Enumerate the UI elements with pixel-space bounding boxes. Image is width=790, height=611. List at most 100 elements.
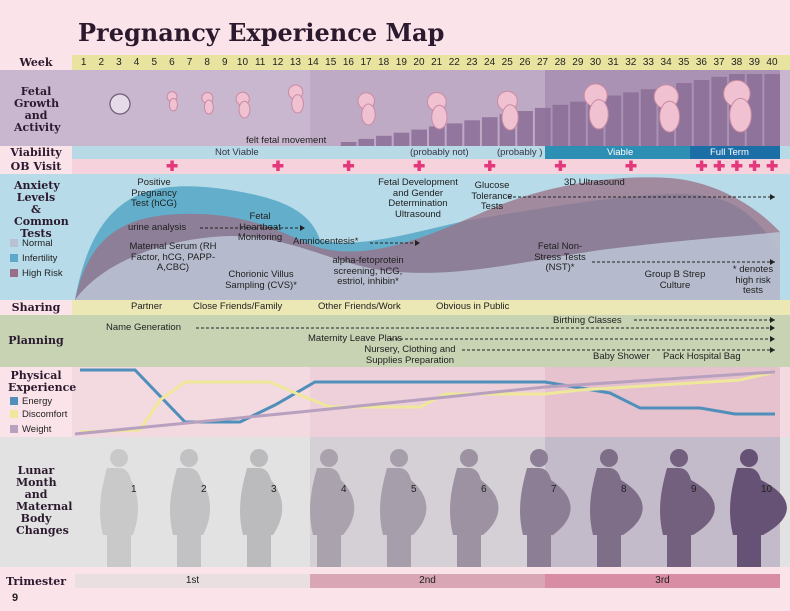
row-label-ob: OB Visit bbox=[10, 160, 62, 173]
ob-visit-cross-v bbox=[346, 160, 351, 171]
fetus-icon-body bbox=[168, 97, 178, 112]
page-number: 9 bbox=[12, 592, 19, 604]
legend-infertility-swatch bbox=[10, 254, 18, 263]
viability-viable: Viable bbox=[607, 147, 634, 158]
ob-visit-cross-v bbox=[699, 160, 704, 171]
body-silhouette-legs bbox=[737, 534, 761, 567]
row-label-sharing: Sharing bbox=[11, 301, 61, 314]
week-number: 34 bbox=[660, 57, 672, 68]
test-positive-pregnancy: Positive Pregnancy Test (hCG) bbox=[131, 177, 177, 209]
fetal-growth-bar bbox=[358, 138, 375, 146]
lunar-month-number: 6 bbox=[481, 484, 487, 495]
plan-pack-hospital-bag: Pack Hospital Bag bbox=[663, 351, 741, 362]
week-number: 29 bbox=[572, 57, 584, 68]
sharing-partner: Partner bbox=[131, 301, 163, 312]
body-silhouette bbox=[100, 468, 138, 535]
week-number: 5 bbox=[151, 57, 158, 68]
weight-line bbox=[74, 370, 776, 436]
body-silhouette bbox=[590, 468, 643, 535]
row-label-week: Week bbox=[19, 56, 53, 69]
high-risk-note: * denotes high risk tests bbox=[732, 264, 774, 296]
lunar-month-number: 10 bbox=[761, 484, 773, 495]
row-label-lunar: Lunar Month and Maternal Body Changes bbox=[16, 464, 73, 537]
body-silhouette-legs bbox=[527, 534, 551, 567]
week-number: 18 bbox=[378, 57, 390, 68]
fetus-icon-body bbox=[431, 104, 448, 130]
row-label-planning: Planning bbox=[8, 334, 64, 347]
fetus-icon-body bbox=[659, 100, 680, 133]
body-silhouette-head bbox=[530, 449, 548, 467]
arrow-urine-analysis-head bbox=[300, 225, 305, 231]
body-silhouette-legs bbox=[667, 534, 691, 567]
legend-high-risk-swatch bbox=[10, 269, 18, 278]
lunar-month-number: 4 bbox=[341, 484, 347, 495]
page-title: Pregnancy Experience Map bbox=[78, 18, 445, 47]
fetal-growth-bar bbox=[534, 107, 551, 146]
body-silhouette bbox=[380, 468, 427, 535]
week-number: 9 bbox=[222, 57, 228, 68]
embryo-cell-icon bbox=[109, 93, 131, 115]
fetal-growth-bar bbox=[340, 142, 357, 146]
fetus-icon-body bbox=[501, 104, 519, 131]
week-number: 33 bbox=[642, 57, 654, 68]
felt-fetal-movement-label: felt fetal movement bbox=[246, 135, 327, 146]
body-silhouette-legs bbox=[247, 534, 271, 567]
legend-normal: Normal bbox=[10, 238, 53, 249]
ob-band bbox=[72, 159, 790, 174]
row-label-anxiety: Anxiety Levels & Common Tests bbox=[14, 179, 69, 240]
week-number: 24 bbox=[484, 57, 496, 68]
test-fetal-development-ultrasound: Fetal Development and Gender Determinati… bbox=[378, 177, 458, 220]
week-number: 10 bbox=[236, 57, 249, 68]
fetus-icon-body bbox=[729, 97, 752, 133]
row-label-trimester: Trimester bbox=[5, 575, 67, 588]
body-silhouette-head bbox=[740, 449, 758, 467]
week-number: 16 bbox=[342, 57, 354, 68]
body-silhouette bbox=[730, 468, 787, 535]
ob-visit-cross-v bbox=[770, 160, 774, 171]
row-label-physical: Physical Experience bbox=[8, 369, 77, 394]
week-number: 12 bbox=[272, 57, 284, 68]
body-silhouette bbox=[450, 468, 499, 535]
legend-normal-swatch bbox=[10, 239, 18, 248]
lunar-month-number: 5 bbox=[411, 484, 417, 495]
week-number: 23 bbox=[466, 57, 478, 68]
legend-discomfort: Discomfort bbox=[10, 409, 67, 420]
body-silhouette-head bbox=[110, 449, 128, 467]
row-label-fetal: Fetal Growth and Activity bbox=[14, 85, 61, 134]
planning-band bbox=[72, 315, 790, 367]
viability-full-term-segment bbox=[690, 146, 780, 159]
legend-weight: Weight bbox=[10, 424, 51, 435]
fetal-growth-bar bbox=[746, 74, 763, 146]
week-number: 26 bbox=[519, 57, 531, 68]
plan-maternity-leave: Maternity Leave Plans bbox=[308, 333, 402, 344]
week-number: 35 bbox=[678, 57, 690, 68]
fetal-growth-bar bbox=[429, 126, 445, 146]
lunar-month-number: 7 bbox=[551, 484, 557, 495]
ob-visit-cross-v bbox=[417, 160, 421, 171]
fetal-growth-bar bbox=[393, 132, 410, 146]
legend-discomfort-swatch bbox=[10, 410, 18, 419]
lunar-month-number: 3 bbox=[271, 484, 277, 495]
body-silhouette-head bbox=[390, 449, 408, 467]
week-number: 38 bbox=[731, 57, 743, 68]
test-3d-ultrasound: 3D Ultrasound bbox=[564, 177, 625, 188]
test-fetal-heartbeat: Fetal Heartbeat Monitoring bbox=[237, 211, 283, 243]
week-number: 30 bbox=[589, 57, 602, 68]
body-silhouette bbox=[660, 468, 715, 535]
fetal-growth-bar bbox=[464, 120, 480, 146]
week-number: 21 bbox=[431, 57, 443, 68]
arrow-maternity-leave-head bbox=[770, 336, 775, 342]
planning-label-bg bbox=[0, 315, 72, 367]
ob-visit-cross-v bbox=[170, 160, 174, 171]
lunar-month-number: 1 bbox=[131, 484, 137, 495]
trimester-2nd: 2nd bbox=[310, 574, 545, 588]
week-number: 14 bbox=[307, 57, 319, 68]
fetal-growth-bar bbox=[640, 89, 657, 146]
week-number: 1 bbox=[80, 57, 87, 68]
arrow-amniocentesis-head bbox=[415, 240, 420, 246]
week-band bbox=[72, 55, 790, 70]
body-silhouette-legs bbox=[317, 534, 341, 567]
week-number: 17 bbox=[360, 57, 372, 68]
